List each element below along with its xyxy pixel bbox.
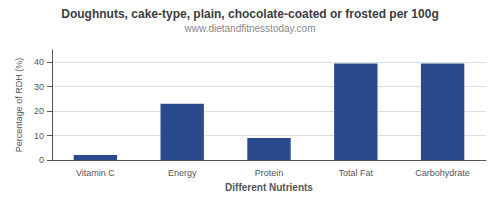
- svg-text:Doughnuts, cake-type, plain, c: Doughnuts, cake-type, plain, chocolate-c…: [61, 7, 438, 21]
- svg-text:Total Fat: Total Fat: [339, 168, 374, 178]
- svg-text:Energy: Energy: [168, 168, 197, 178]
- svg-text:0: 0: [39, 155, 44, 165]
- svg-text:40: 40: [34, 57, 44, 67]
- svg-text:Carbohydrate: Carbohydrate: [415, 168, 470, 178]
- svg-text:Protein: Protein: [255, 168, 284, 178]
- svg-text:www.dietandfitnesstoday.com: www.dietandfitnesstoday.com: [184, 23, 316, 34]
- svg-text:20: 20: [34, 106, 44, 116]
- svg-text:Different Nutrients: Different Nutrients: [225, 182, 313, 193]
- svg-text:Percentage of RDH (%): Percentage of RDH (%): [14, 58, 24, 153]
- svg-text:10: 10: [34, 131, 44, 141]
- svg-text:Vitamin C: Vitamin C: [76, 168, 115, 178]
- svg-text:30: 30: [34, 82, 44, 92]
